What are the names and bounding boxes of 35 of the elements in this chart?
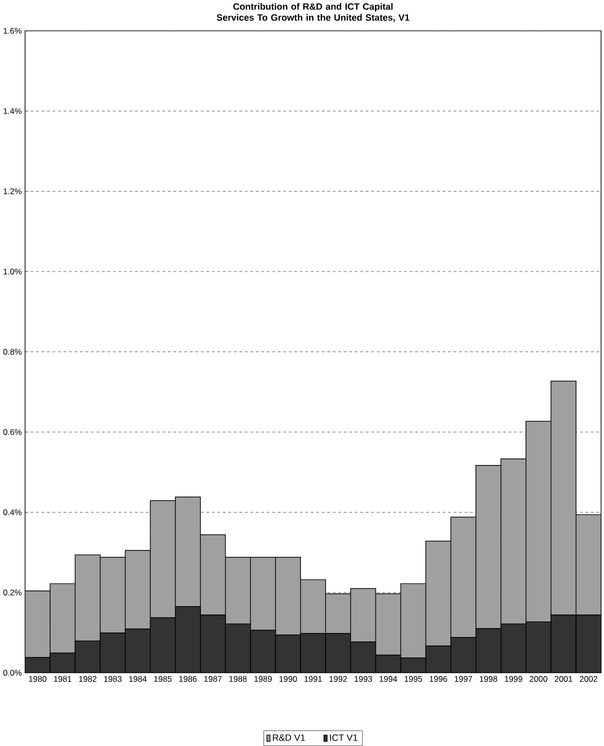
x-tick-label: 2001 — [554, 676, 572, 682]
x-tick-label: 1992 — [330, 676, 347, 682]
x-tick-label: 1998 — [480, 676, 498, 682]
x-tick-label: 1994 — [380, 676, 398, 682]
y-tick-label: 0.0% — [3, 670, 22, 676]
x-tick-label: 1997 — [454, 676, 472, 682]
x-tick-label: 1982 — [79, 676, 96, 682]
chart-title: Contribution of R&D and ICT Capital Services To Growth in the United States, V1 — [216, 3, 410, 22]
legend-label: ICT V1 — [330, 734, 358, 741]
y-tick-label: 0.6% — [3, 429, 22, 435]
x-tick-label: 1980 — [28, 676, 46, 682]
x-tick-label: 1995 — [404, 676, 422, 682]
y-tick-label: 1.4% — [4, 108, 22, 114]
y-tick-label: 0.8% — [3, 348, 22, 355]
x-tick-label: 1999 — [504, 676, 522, 682]
x-tick-label: 1990 — [279, 676, 297, 682]
x-tick-label: 2002 — [580, 676, 598, 682]
x-tick-label: 1993 — [354, 676, 372, 682]
x-tick-label: 1988 — [229, 676, 247, 682]
y-tick-label: 1.6% — [4, 28, 22, 34]
x-tick-label: 1983 — [104, 676, 122, 682]
x-tick-label: 1987 — [204, 676, 222, 682]
x-tick-label: 1984 — [129, 676, 147, 682]
x-tick-label: 1996 — [430, 676, 448, 682]
x-tick-label: 1985 — [154, 676, 172, 682]
x-tick-label: 2000 — [530, 676, 548, 682]
x-tick-label: 1991 — [304, 676, 322, 682]
y-tick-label: 0.2% — [3, 590, 22, 596]
y-tick-label: 1.2% — [4, 188, 22, 194]
y-tick-label: 1.0% — [4, 268, 22, 274]
legend-label: R&D V1 — [272, 734, 305, 741]
y-tick-label: 0.4% — [3, 509, 22, 516]
x-tick-label: 1989 — [254, 676, 272, 682]
x-tick-label: 1986 — [179, 676, 197, 682]
x-tick-label: 1981 — [54, 676, 72, 682]
